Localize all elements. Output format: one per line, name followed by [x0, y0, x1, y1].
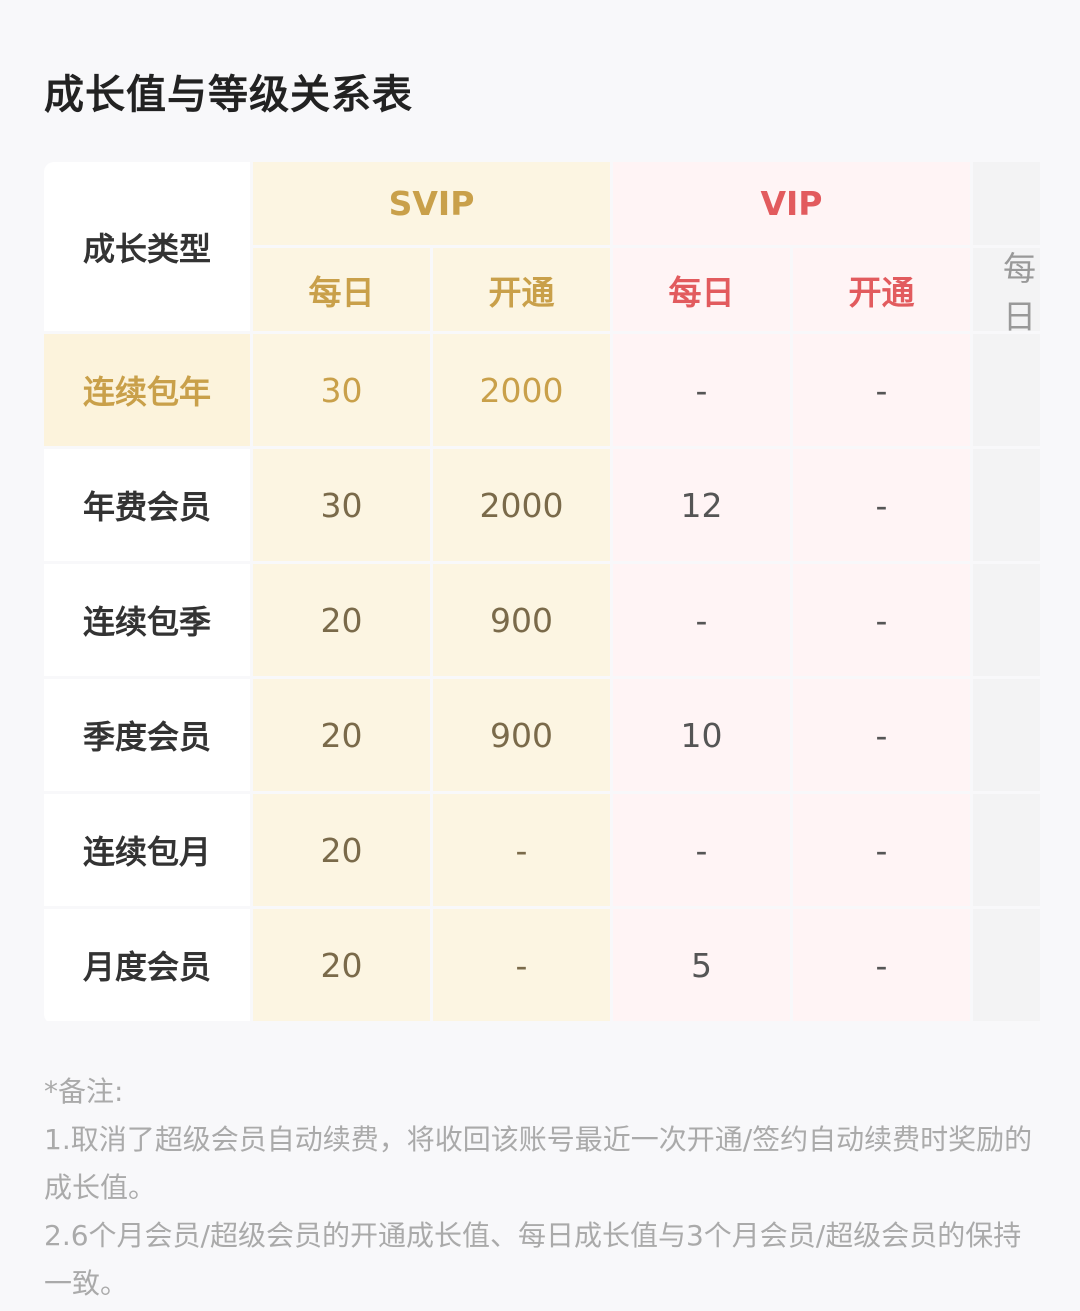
table-cell: -: [613, 564, 790, 676]
table-cell: 12: [613, 449, 790, 561]
vip-group-header: VIP: [613, 162, 970, 245]
table-cell: -: [613, 334, 790, 446]
table-cell: -: [793, 449, 970, 561]
table-cell: 900: [433, 679, 610, 791]
table-cell-clipped: [973, 679, 1040, 791]
row-label: 连续包季: [44, 564, 250, 676]
vip-daily-header: 每日: [613, 248, 790, 331]
third-daily-header: 每日: [973, 248, 1040, 336]
table-cell: 30: [253, 449, 430, 561]
table-cell-clipped: [973, 449, 1040, 561]
svip-daily-header: 每日: [253, 248, 430, 331]
table-cell: -: [793, 564, 970, 676]
row-label: 月度会员: [44, 909, 250, 1021]
table-cell: -: [793, 679, 970, 791]
table-cell: -: [793, 794, 970, 906]
row-label: 连续包月: [44, 794, 250, 906]
table-cell: 20: [253, 679, 430, 791]
table-cell-clipped: [973, 794, 1040, 906]
table-cell: 5: [613, 909, 790, 1021]
page-title: 成长值与等级关系表: [44, 72, 413, 118]
table-cell: 2000: [433, 334, 610, 446]
row-label: 年费会员: [44, 449, 250, 561]
table-cell: 900: [433, 564, 610, 676]
table-cell: -: [433, 909, 610, 1021]
table-cell: -: [613, 794, 790, 906]
row-label: 连续包年: [44, 334, 250, 446]
third-group-header: [973, 162, 1040, 245]
vip-open-header: 开通: [793, 248, 970, 331]
notes: *备注: 1.取消了超级会员自动续费，将收回该账号最近一次开通/签约自动续费时奖…: [44, 1068, 1044, 1308]
table-cell: -: [793, 334, 970, 446]
note-item: 1.取消了超级会员自动续费，将收回该账号最近一次开通/签约自动续费时奖励的成长值…: [44, 1123, 1033, 1204]
svip-open-header: 开通: [433, 248, 610, 331]
table-cell: 10: [613, 679, 790, 791]
growth-type-header: 成长类型: [44, 162, 250, 331]
table-cell-clipped: [973, 334, 1040, 446]
note-item: 2.6个月会员/超级会员的开通成长值、每日成长值与3个月会员/超级会员的保持一致…: [44, 1219, 1022, 1300]
table-cell-clipped: [973, 909, 1040, 1021]
table-cell: 20: [253, 564, 430, 676]
table-cell: 2000: [433, 449, 610, 561]
table-cell: -: [433, 794, 610, 906]
table-cell: 20: [253, 909, 430, 1021]
row-label: 季度会员: [44, 679, 250, 791]
svip-group-header: SVIP: [253, 162, 610, 245]
table-cell-clipped: [973, 564, 1040, 676]
growth-level-table: 成长类型 SVIP VIP 每日 开通 每日 开通 每日 连续包年 30 2000-…: [44, 162, 1040, 1024]
notes-heading: *备注:: [44, 1075, 124, 1108]
table-cell: 30: [253, 334, 430, 446]
table-cell: -: [793, 909, 970, 1021]
table-cell: 20: [253, 794, 430, 906]
